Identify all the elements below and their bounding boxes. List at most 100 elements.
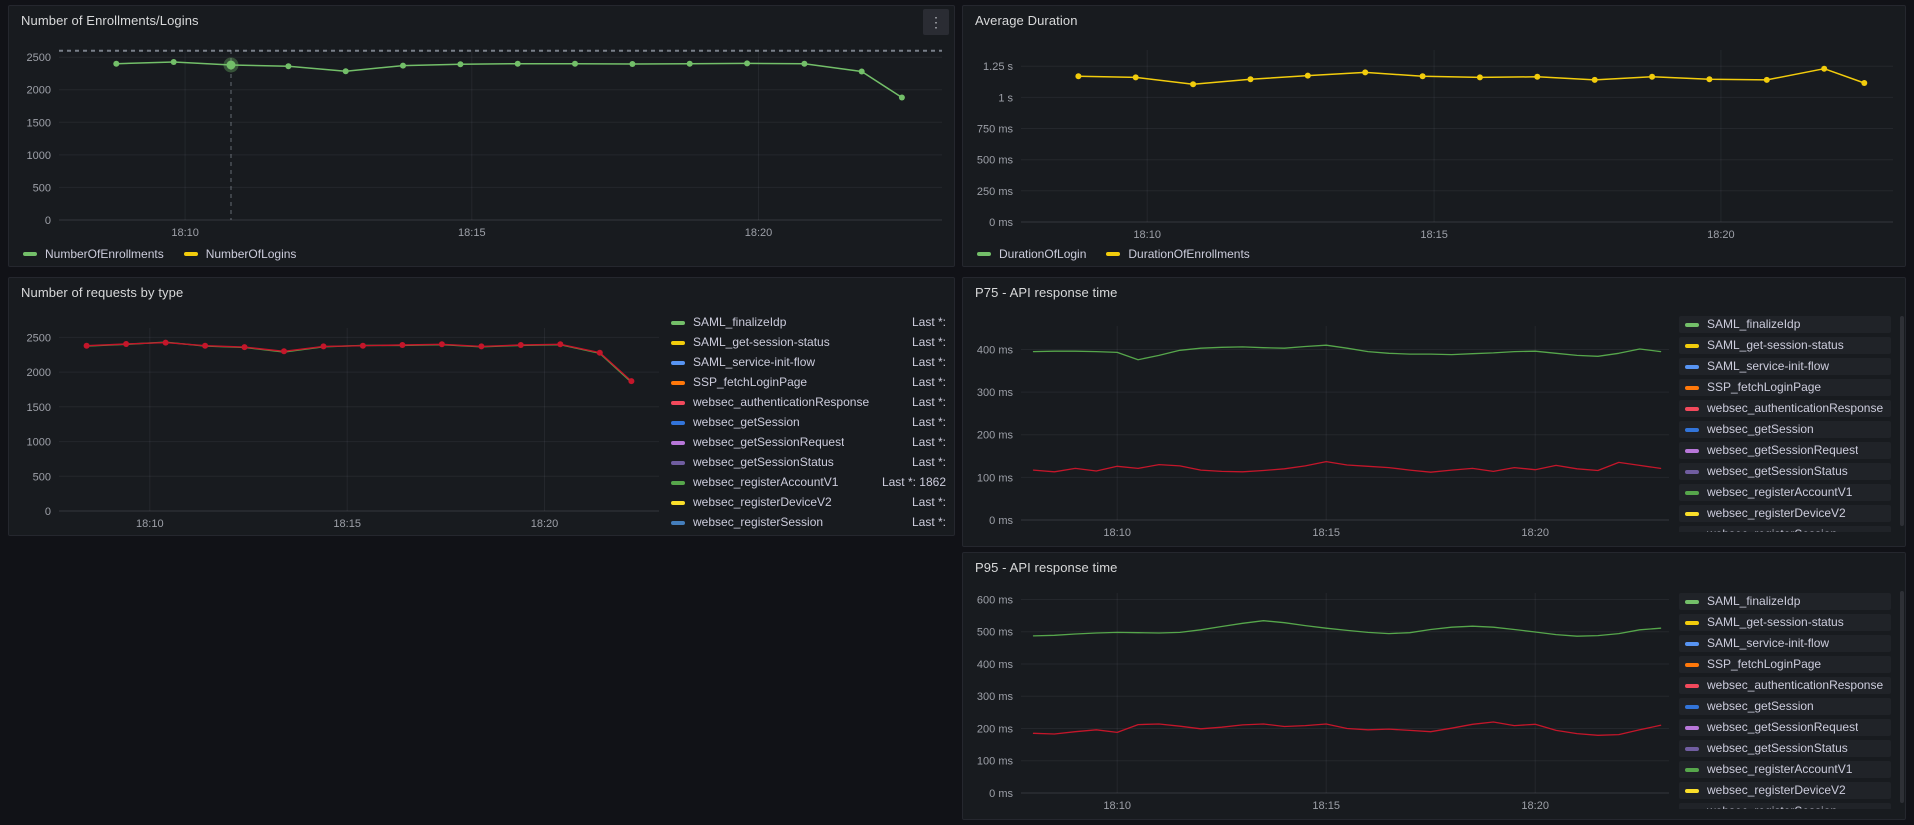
series-color-swatch: [1685, 683, 1699, 688]
legend-item[interactable]: SAML_finalizeIdp: [1679, 593, 1891, 610]
legend-item[interactable]: websec_registerSession: [1679, 803, 1891, 809]
legend-item[interactable]: websec_registerSession: [1679, 526, 1891, 532]
legend-item[interactable]: websec_getSessionRequest Last *:: [671, 434, 946, 451]
series-name: SAML_get-session-status: [1707, 615, 1844, 629]
legend-item[interactable]: NumberOfEnrollments: [23, 247, 164, 261]
legend-item[interactable]: websec_authenticationResponse: [1679, 677, 1891, 694]
legend-item[interactable]: SAML_finalizeIdp Last *:: [671, 314, 946, 331]
legend-item[interactable]: websec_registerSession Last *:: [671, 514, 946, 531]
legend-item[interactable]: websec_registerDeviceV2: [1679, 505, 1891, 522]
series-color-swatch: [977, 252, 991, 256]
legend-item[interactable]: websec_getSession Last *:: [671, 414, 946, 431]
series-name: SSP_fetchLoginPage: [1707, 380, 1822, 394]
panel-title[interactable]: Number of Enrollments/Logins: [21, 12, 199, 28]
legend-item[interactable]: websec_registerDeviceV2: [1679, 782, 1891, 799]
legend-item[interactable]: websec_registerAccountV1: [1679, 484, 1891, 501]
legend-item[interactable]: websec_authenticationResponse Last *:: [671, 394, 946, 411]
time-series-chart[interactable]: 0 500 1000 1500 2000 2500 18:10 18:15 18:20: [9, 34, 954, 242]
legend-item[interactable]: websec_registerAccountV1: [1679, 761, 1891, 778]
svg-text:200 ms: 200 ms: [977, 724, 1014, 736]
panel-title[interactable]: P75 - API response time: [975, 284, 1118, 300]
svg-text:18:15: 18:15: [1420, 229, 1448, 241]
series-color-swatch: [1685, 469, 1699, 474]
legend-item[interactable]: SSP_fetchLoginPage: [1679, 656, 1891, 673]
chart-legend: NumberOfEnrollments NumberOfLogins: [9, 242, 954, 266]
series-color-swatch: [1685, 406, 1699, 411]
series-color-swatch: [671, 400, 685, 405]
time-series-chart[interactable]: 0 ms 250 ms 500 ms 750 ms 1 s 1.25 s 18:10 18:1…: [963, 34, 1905, 242]
legend-item[interactable]: websec_getSessionStatus: [1679, 740, 1891, 757]
series-name: SAML_get-session-status: [693, 335, 830, 349]
series-color-swatch: [671, 500, 685, 505]
series-color-swatch: [1685, 767, 1699, 772]
series-color-swatch: [671, 520, 685, 525]
panel-enrollments-logins: Number of Enrollments/Logins ⋮ 0 500 1000 1…: [8, 5, 955, 267]
legend-item[interactable]: websec_getSession: [1679, 698, 1891, 715]
legend-item[interactable]: SSP_fetchLoginPage Last *:: [671, 374, 946, 391]
svg-text:500: 500: [33, 471, 51, 483]
legend-item[interactable]: SAML_get-session-status: [1679, 614, 1891, 631]
svg-text:2000: 2000: [27, 85, 51, 97]
panel-title[interactable]: P95 - API response time: [975, 559, 1118, 575]
series-color-swatch: [671, 340, 685, 345]
time-series-chart[interactable]: 0 ms 100 ms 200 ms 300 ms 400 ms 500 ms 600 ms…: [963, 581, 1679, 819]
svg-text:18:20: 18:20: [1521, 800, 1549, 812]
legend-item[interactable]: websec_registerAccountV1 Last *: 1862: [671, 474, 946, 491]
svg-text:18:20: 18:20: [1521, 527, 1549, 539]
svg-text:1.25 s: 1.25 s: [983, 61, 1013, 73]
legend-item[interactable]: websec_getSessionRequest: [1679, 442, 1891, 459]
series-color-swatch: [671, 480, 685, 485]
legend-item[interactable]: SAML_finalizeIdp: [1679, 316, 1891, 333]
svg-text:1 s: 1 s: [998, 92, 1013, 104]
svg-text:2000: 2000: [27, 367, 51, 379]
series-color-swatch: [1685, 641, 1699, 646]
legend-item[interactable]: websec_getSessionRequest: [1679, 719, 1891, 736]
chart-legend: SAML_finalizeIdp SAML_get-session-status S…: [1679, 306, 1905, 532]
legend-item[interactable]: SAML_service-init-flow: [1679, 358, 1891, 375]
legend-scrollbar[interactable]: [1900, 591, 1904, 803]
legend-item[interactable]: websec_authenticationResponse: [1679, 400, 1891, 417]
series-name: DurationOfLogin: [999, 247, 1087, 261]
panel-header: Number of Enrollments/Logins ⋮: [9, 6, 954, 35]
series-last-value: Last *:: [911, 515, 946, 529]
legend-item[interactable]: websec_registerDeviceV2 Last *:: [671, 494, 946, 511]
legend-item[interactable]: DurationOfEnrollments: [1106, 247, 1250, 261]
legend-item[interactable]: SAML_service-init-flow Last *:: [671, 354, 946, 371]
series-name: websec_getSessionRequest: [1707, 720, 1859, 734]
panel-title[interactable]: Average Duration: [975, 12, 1078, 28]
legend-item[interactable]: SAML_get-session-status Last *:: [671, 334, 946, 351]
series-color-swatch: [1685, 364, 1699, 369]
legend-item[interactable]: websec_getSession: [1679, 421, 1891, 438]
legend-item[interactable]: SSP_fetchLoginPage: [1679, 379, 1891, 396]
svg-text:18:10: 18:10: [136, 518, 164, 530]
svg-text:1000: 1000: [27, 437, 51, 449]
svg-text:300 ms: 300 ms: [977, 387, 1014, 399]
svg-text:18:10: 18:10: [1133, 229, 1161, 241]
panel-header: Average Duration: [963, 6, 1905, 34]
series-color-swatch: [671, 320, 685, 325]
series-color-swatch: [23, 252, 37, 256]
legend-item[interactable]: websec_getSessionStatus: [1679, 463, 1891, 480]
panel-title[interactable]: Number of requests by type: [21, 284, 184, 300]
chart-legend: SAML_finalizeIdp Last *: SAML_get-session-…: [669, 306, 954, 535]
series-color-swatch: [671, 460, 685, 465]
svg-text:0 ms: 0 ms: [989, 788, 1013, 800]
series-color-swatch: [1685, 746, 1699, 751]
legend-item[interactable]: websec_getSessionStatus Last *:: [671, 454, 946, 471]
svg-text:0 ms: 0 ms: [989, 217, 1013, 229]
legend-item[interactable]: DurationOfLogin: [977, 247, 1086, 261]
legend-item[interactable]: SAML_get-session-status: [1679, 337, 1891, 354]
svg-text:500: 500: [33, 182, 51, 194]
time-series-chart[interactable]: 0 ms 100 ms 200 ms 300 ms 400 ms 18:10 18:15 18…: [963, 306, 1679, 546]
series-name: websec_registerSession: [1707, 526, 1837, 532]
svg-text:18:15: 18:15: [1312, 800, 1340, 812]
legend-item[interactable]: SAML_service-init-flow: [1679, 635, 1891, 652]
series-color-swatch: [1685, 322, 1699, 327]
series-name: websec_getSessionStatus: [1707, 741, 1848, 755]
panel-p75-api-response-time: P75 - API response time 0 ms 100 ms 200 ms…: [962, 277, 1906, 547]
chart-legend: DurationOfLogin DurationOfEnrollments: [963, 242, 1905, 266]
legend-scrollbar[interactable]: [1900, 316, 1904, 526]
legend-item[interactable]: NumberOfLogins: [183, 247, 296, 261]
panel-menu-icon[interactable]: ⋮: [923, 9, 949, 35]
time-series-chart[interactable]: 0 500 1000 1500 2000 2500 18:10 18:15 18:20: [9, 306, 669, 535]
